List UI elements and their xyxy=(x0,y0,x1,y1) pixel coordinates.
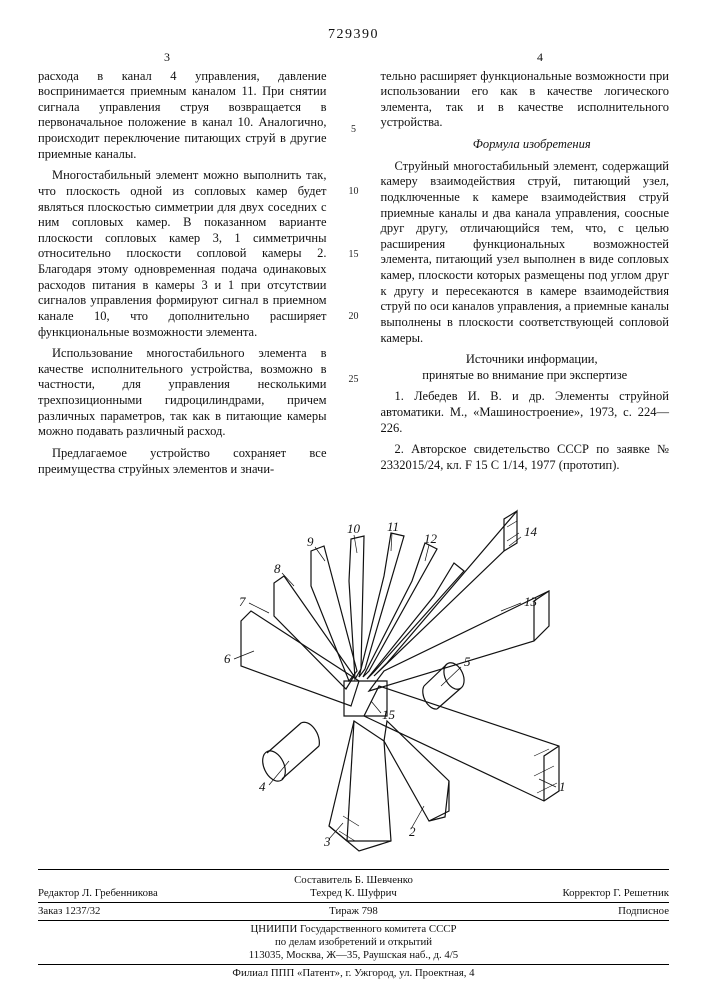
footer-row1: Составитель Б. Шевченко xyxy=(38,874,669,887)
footer-r3-l: Заказ 1237/32 xyxy=(38,905,248,918)
left-p3: Использование многостабильного элемента … xyxy=(38,346,327,440)
right-p1: тельно расширяет функциональные возможно… xyxy=(381,69,670,132)
footer-r1-r xyxy=(459,874,669,887)
svg-text:14: 14 xyxy=(524,524,538,539)
svg-text:7: 7 xyxy=(239,594,246,609)
footer-r1-c: Составитель Б. Шевченко xyxy=(248,874,458,887)
svg-text:9: 9 xyxy=(307,534,314,549)
patent-figure: 1 2 3 4 5 6 7 8 9 10 11 12 13 14 15 xyxy=(38,491,669,861)
svg-text:10: 10 xyxy=(347,521,361,536)
footer-r2-r: Корректор Г. Решетник xyxy=(459,887,669,900)
svg-text:13: 13 xyxy=(524,594,538,609)
ln-25: 25 xyxy=(347,374,361,387)
ln-15: 15 xyxy=(347,249,361,262)
column-left: расхода в канал 4 управления, давление в… xyxy=(38,69,327,484)
svg-text:15: 15 xyxy=(382,707,396,722)
svg-text:4: 4 xyxy=(259,779,266,794)
svg-text:8: 8 xyxy=(274,561,281,576)
footer-r3-c: Тираж 798 xyxy=(248,905,458,918)
pagenum-right: 4 xyxy=(537,50,543,65)
footer-row3: Заказ 1237/32 Тираж 798 Подписное xyxy=(38,902,669,918)
sources-heading: Источники информации, принятые во вниман… xyxy=(381,352,670,383)
right-p2: Струйный многостабильный элемент, содерж… xyxy=(381,159,670,347)
footer: Составитель Б. Шевченко Редактор Л. Греб… xyxy=(38,869,669,980)
ref1: 1. Лебедев И. В. и др. Элементы струйной… xyxy=(381,389,670,436)
column-right: тельно расширяет функциональные возможно… xyxy=(381,69,670,484)
svg-text:12: 12 xyxy=(424,531,438,546)
formula-heading: Формула изобретения xyxy=(381,137,670,153)
footer-r2-c: Техред К. Шуфрич xyxy=(248,887,458,900)
left-p4: Предлагаемое устройство сохраняет все пр… xyxy=(38,446,327,477)
svg-text:1: 1 xyxy=(559,779,566,794)
svg-text:11: 11 xyxy=(387,519,399,534)
line-numbers: 5 10 15 20 25 xyxy=(347,69,361,484)
left-p2: Многостабильный элемент можно выполнить … xyxy=(38,168,327,340)
ln-10: 10 xyxy=(347,186,361,199)
ln-5: 5 xyxy=(347,124,361,137)
footer-r2-l: Редактор Л. Гребенникова xyxy=(38,887,248,900)
pagenum-left: 3 xyxy=(164,50,170,65)
footer-r3-r: Подписное xyxy=(459,905,669,918)
svg-text:3: 3 xyxy=(323,834,331,849)
svg-text:6: 6 xyxy=(224,651,231,666)
page-numbers: 3 4 xyxy=(38,50,669,65)
document-number: 729390 xyxy=(38,26,669,44)
ln-20: 20 xyxy=(347,311,361,324)
ref2: 2. Авторское свидетельство СССР по заявк… xyxy=(381,442,670,473)
footer-r1-l xyxy=(38,874,248,887)
svg-text:5: 5 xyxy=(464,654,471,669)
footer-org: ЦНИИПИ Государственного комитета СССР по… xyxy=(38,920,669,962)
text-columns: расхода в канал 4 управления, давление в… xyxy=(38,69,669,484)
left-p1: расхода в канал 4 управления, давление в… xyxy=(38,69,327,163)
footer-row2: Редактор Л. Гребенникова Техред К. Шуфри… xyxy=(38,887,669,900)
footer-print: Филиал ППП «Патент», г. Ужгород, ул. Про… xyxy=(38,964,669,980)
